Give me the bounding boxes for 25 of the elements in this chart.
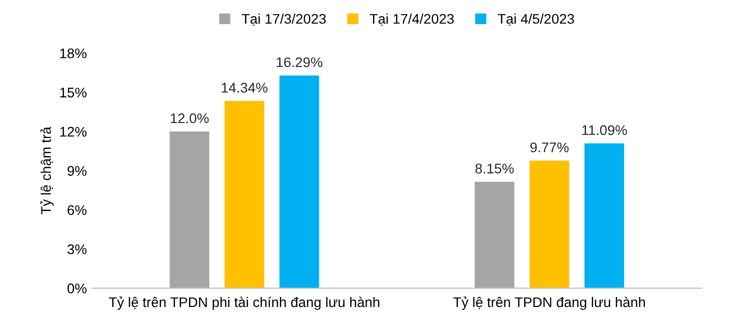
y-axis-title: Tỷ lệ chậm trả	[40, 126, 54, 214]
y-tick-label: 15%	[60, 88, 87, 98]
bar	[474, 182, 514, 288]
bar	[170, 131, 210, 288]
legend-label: Tại 4/5/2023	[498, 14, 574, 26]
y-tick-label: 3%	[67, 244, 87, 254]
bar	[279, 75, 320, 288]
bar	[224, 100, 264, 288]
data-label: 12.0%	[170, 113, 209, 124]
y-tick-label: 9%	[68, 166, 87, 176]
data-label: 11.09%	[582, 125, 627, 136]
data-label: 16.29%	[276, 57, 322, 68]
data-label: 14.34%	[222, 82, 268, 93]
data-label: 9.77%	[530, 142, 569, 152]
y-tick-label: 6%	[68, 205, 87, 216]
x-tick-label: Tỷ lệ trên TPDN đang lưu hành	[453, 296, 645, 310]
bar	[530, 160, 570, 288]
y-tick-label: 12%	[60, 126, 87, 137]
legend-label: Tại 17/3/2023	[242, 14, 326, 26]
bar	[584, 143, 624, 288]
y-tick-label: 0%	[67, 284, 87, 294]
legend-label: Tại 17/4/2023	[370, 14, 454, 26]
x-tick-label: Tỷ lệ trên TPDN phi tài chính đang lưu hành	[108, 296, 380, 310]
y-tick-label: 18%	[60, 48, 87, 58]
data-label: 8.15%	[475, 164, 514, 174]
